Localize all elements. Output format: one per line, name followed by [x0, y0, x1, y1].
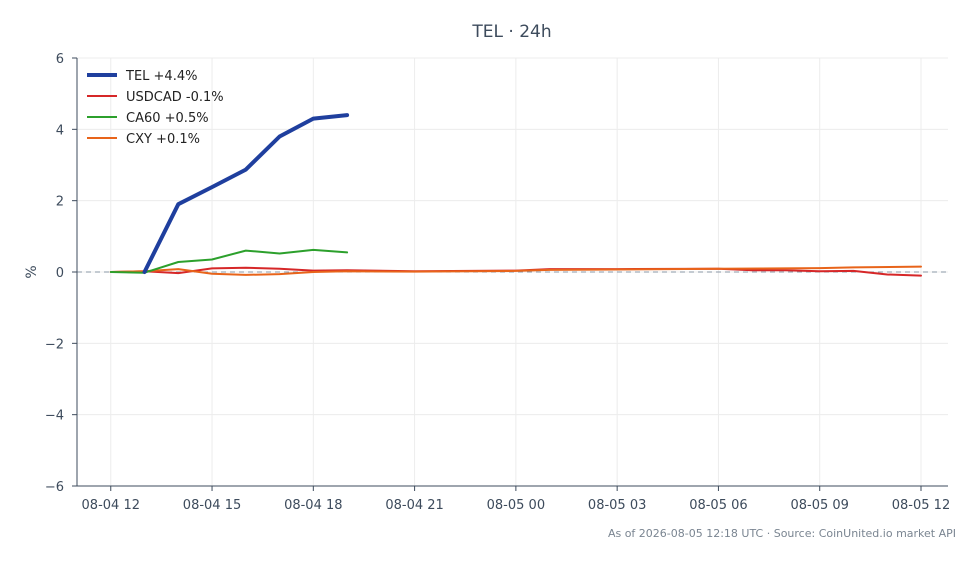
x-tick-label: 08-04 15: [183, 498, 241, 513]
y-axis-ticks: 6 4 2 0 −2 −4 −6: [45, 52, 77, 495]
legend-label: USDCAD -0.1%: [126, 90, 224, 105]
legend-label: CA60 +0.5%: [126, 111, 209, 126]
x-tick-label: 08-04 18: [284, 498, 342, 513]
series-lines: [109, 113, 922, 277]
y-tick-label: −2: [45, 337, 64, 352]
y-axis-label: %: [24, 265, 40, 278]
legend: TEL +4.4% USDCAD -0.1% CA60 +0.5% CXY +0.1%: [87, 69, 224, 147]
chart-title: TEL · 24h: [471, 22, 551, 42]
x-tick-label: 08-04 21: [385, 498, 443, 513]
y-tick-label: −4: [45, 409, 64, 424]
x-tick-label: 08-05 06: [689, 498, 747, 513]
x-axis-ticks: 08-04 12 08-04 15 08-04 18 08-04 21 08-05 00…: [82, 486, 950, 513]
y-tick-label: −6: [45, 480, 64, 495]
x-tick-label: 08-05 12: [892, 498, 950, 513]
x-tick-label: 08-04 12: [82, 498, 140, 513]
x-tick-label: 08-05 03: [588, 498, 646, 513]
y-tick-label: 2: [56, 195, 64, 210]
series-line-cxy: [109, 265, 922, 276]
series-line-ca60: [109, 248, 349, 274]
legend-label: TEL +4.4%: [125, 69, 197, 84]
y-tick-label: 0: [56, 266, 64, 281]
x-tick-label: 08-05 00: [487, 498, 545, 513]
y-tick-label: 4: [56, 123, 64, 138]
x-tick-label: 08-05 09: [790, 498, 848, 513]
y-tick-label: 6: [56, 52, 64, 67]
legend-label: CXY +0.1%: [126, 132, 200, 147]
series-line-tel: [142, 113, 350, 274]
source-note: As of 2026-08-05 12:18 UTC · Source: Coi…: [608, 527, 956, 540]
